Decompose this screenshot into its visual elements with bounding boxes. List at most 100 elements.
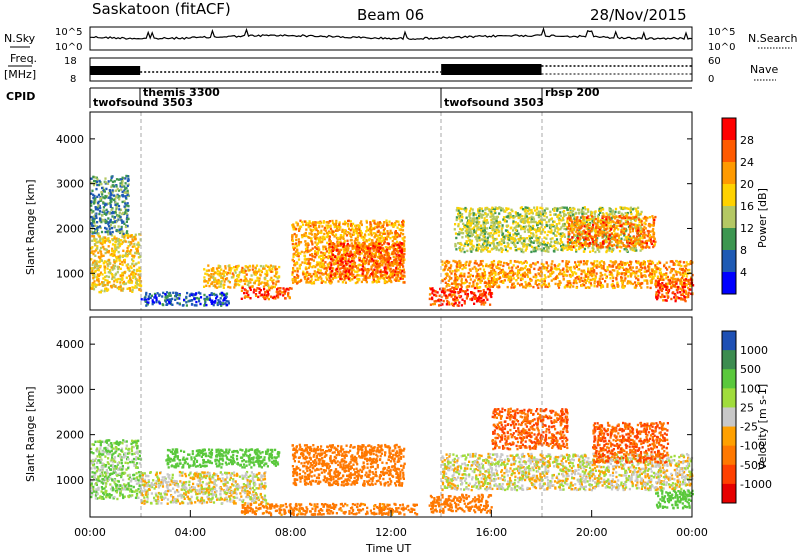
- scatter-cell: [111, 212, 114, 215]
- scatter-cell: [116, 280, 119, 284]
- scatter-cell: [123, 185, 126, 188]
- scatter-cell: [139, 270, 142, 273]
- scatter-cell: [97, 278, 100, 281]
- scatter-cell: [665, 277, 668, 280]
- scatter-cell: [256, 276, 259, 279]
- scatter-cell: [444, 290, 447, 293]
- scatter-cell: [485, 263, 488, 266]
- scatter-cell: [109, 271, 112, 275]
- scatter-cell: [464, 208, 467, 212]
- scatter-cell: [353, 262, 356, 266]
- scatter-cell: [90, 247, 93, 250]
- scatter-cell: [292, 246, 295, 249]
- scatter-cell: [448, 266, 452, 270]
- scatter-cell: [119, 178, 122, 181]
- scatter-cell: [296, 273, 299, 277]
- scatter-cell: [497, 273, 500, 276]
- scatter-cell: [125, 212, 128, 215]
- scatter-cell: [262, 265, 265, 268]
- scatter-cell: [117, 250, 120, 254]
- scatter-cell: [275, 275, 278, 278]
- scatter-cell: [528, 284, 532, 288]
- scatter-cell: [119, 285, 122, 289]
- scatter-cell: [93, 243, 96, 246]
- scatter-cell: [278, 275, 281, 278]
- scatter-cell: [114, 201, 117, 204]
- scatter-cell: [120, 188, 123, 191]
- scatter-cell: [227, 279, 230, 283]
- scatter-cell: [602, 267, 605, 270]
- scatter-cell: [573, 217, 576, 221]
- scatter-cell: [133, 238, 137, 241]
- scatter-cell: [330, 229, 333, 232]
- scatter-cell: [463, 300, 466, 303]
- scatter-cell: [318, 224, 321, 228]
- search-label: N.Search: [748, 32, 798, 45]
- scatter-cell: [90, 204, 93, 207]
- scatter-cell: [558, 222, 561, 225]
- scatter-cell: [106, 289, 109, 292]
- scatter-cell: [328, 246, 331, 249]
- scatter-cell: [556, 248, 559, 251]
- scatter-cell: [672, 273, 675, 277]
- scatter-cell: [92, 231, 95, 234]
- scatter-cell: [103, 266, 107, 269]
- scatter-cell: [248, 286, 252, 290]
- scatter-cell: [321, 238, 324, 241]
- scatter-cell: [475, 284, 478, 288]
- scatter-cell: [98, 212, 101, 216]
- scatter-cell: [92, 266, 95, 270]
- scatter-cell: [104, 251, 107, 255]
- scatter-cell: [366, 272, 369, 275]
- scatter-cell: [677, 262, 680, 265]
- scatter-cell: [483, 219, 486, 222]
- scatter-cell: [354, 243, 357, 246]
- scatter-cell: [363, 236, 366, 240]
- scatter-cell: [118, 244, 121, 248]
- scatter-cell: [634, 272, 637, 275]
- scatter-cell: [592, 264, 595, 268]
- scatter-cell: [634, 275, 637, 278]
- scatter-cell: [380, 270, 383, 274]
- scatter-cell: [622, 213, 625, 217]
- scatter-cell: [255, 271, 258, 275]
- scatter-cell: [346, 254, 349, 257]
- scatter-cell: [341, 257, 344, 260]
- scatter-cell: [568, 268, 571, 271]
- scatter-cell: [462, 282, 466, 285]
- scatter-cell: [629, 266, 632, 269]
- scatter-cell: [479, 280, 482, 283]
- scatter-cell: [505, 207, 508, 210]
- scatter-cell: [168, 298, 171, 301]
- scatter-cell: [97, 233, 100, 237]
- scatter-cell: [467, 271, 470, 275]
- scatter-cell: [638, 270, 641, 273]
- scatter-cell: [135, 247, 138, 250]
- scatter-cell: [402, 238, 405, 241]
- scatter-cell: [536, 279, 539, 282]
- scatter-cell: [611, 279, 614, 283]
- scatter-cell: [526, 237, 529, 240]
- scatter-cell: [351, 262, 354, 266]
- scatter-cell: [360, 223, 363, 226]
- scatter-cell: [297, 275, 300, 278]
- scatter-cell: [96, 247, 99, 250]
- scatter-cell: [544, 276, 547, 279]
- scatter-cell: [132, 272, 136, 275]
- scatter-cell: [394, 232, 397, 235]
- scatter-cell: [91, 287, 94, 290]
- scatter-cell: [566, 270, 569, 273]
- scatter-cell: [370, 239, 374, 242]
- scatter-cell: [352, 274, 355, 278]
- scatter-cell: [469, 278, 472, 281]
- scatter-cell: [598, 277, 601, 281]
- scatter-cell: [339, 270, 342, 274]
- scatter-cell: [229, 286, 232, 289]
- scatter-cell: [371, 246, 375, 250]
- scatter-cell: [356, 228, 359, 231]
- scatter-cell: [563, 223, 566, 226]
- scatter-cell: [356, 244, 359, 247]
- scatter-cell: [207, 277, 211, 281]
- scatter-cell: [376, 221, 379, 224]
- scatter-cell: [529, 237, 532, 240]
